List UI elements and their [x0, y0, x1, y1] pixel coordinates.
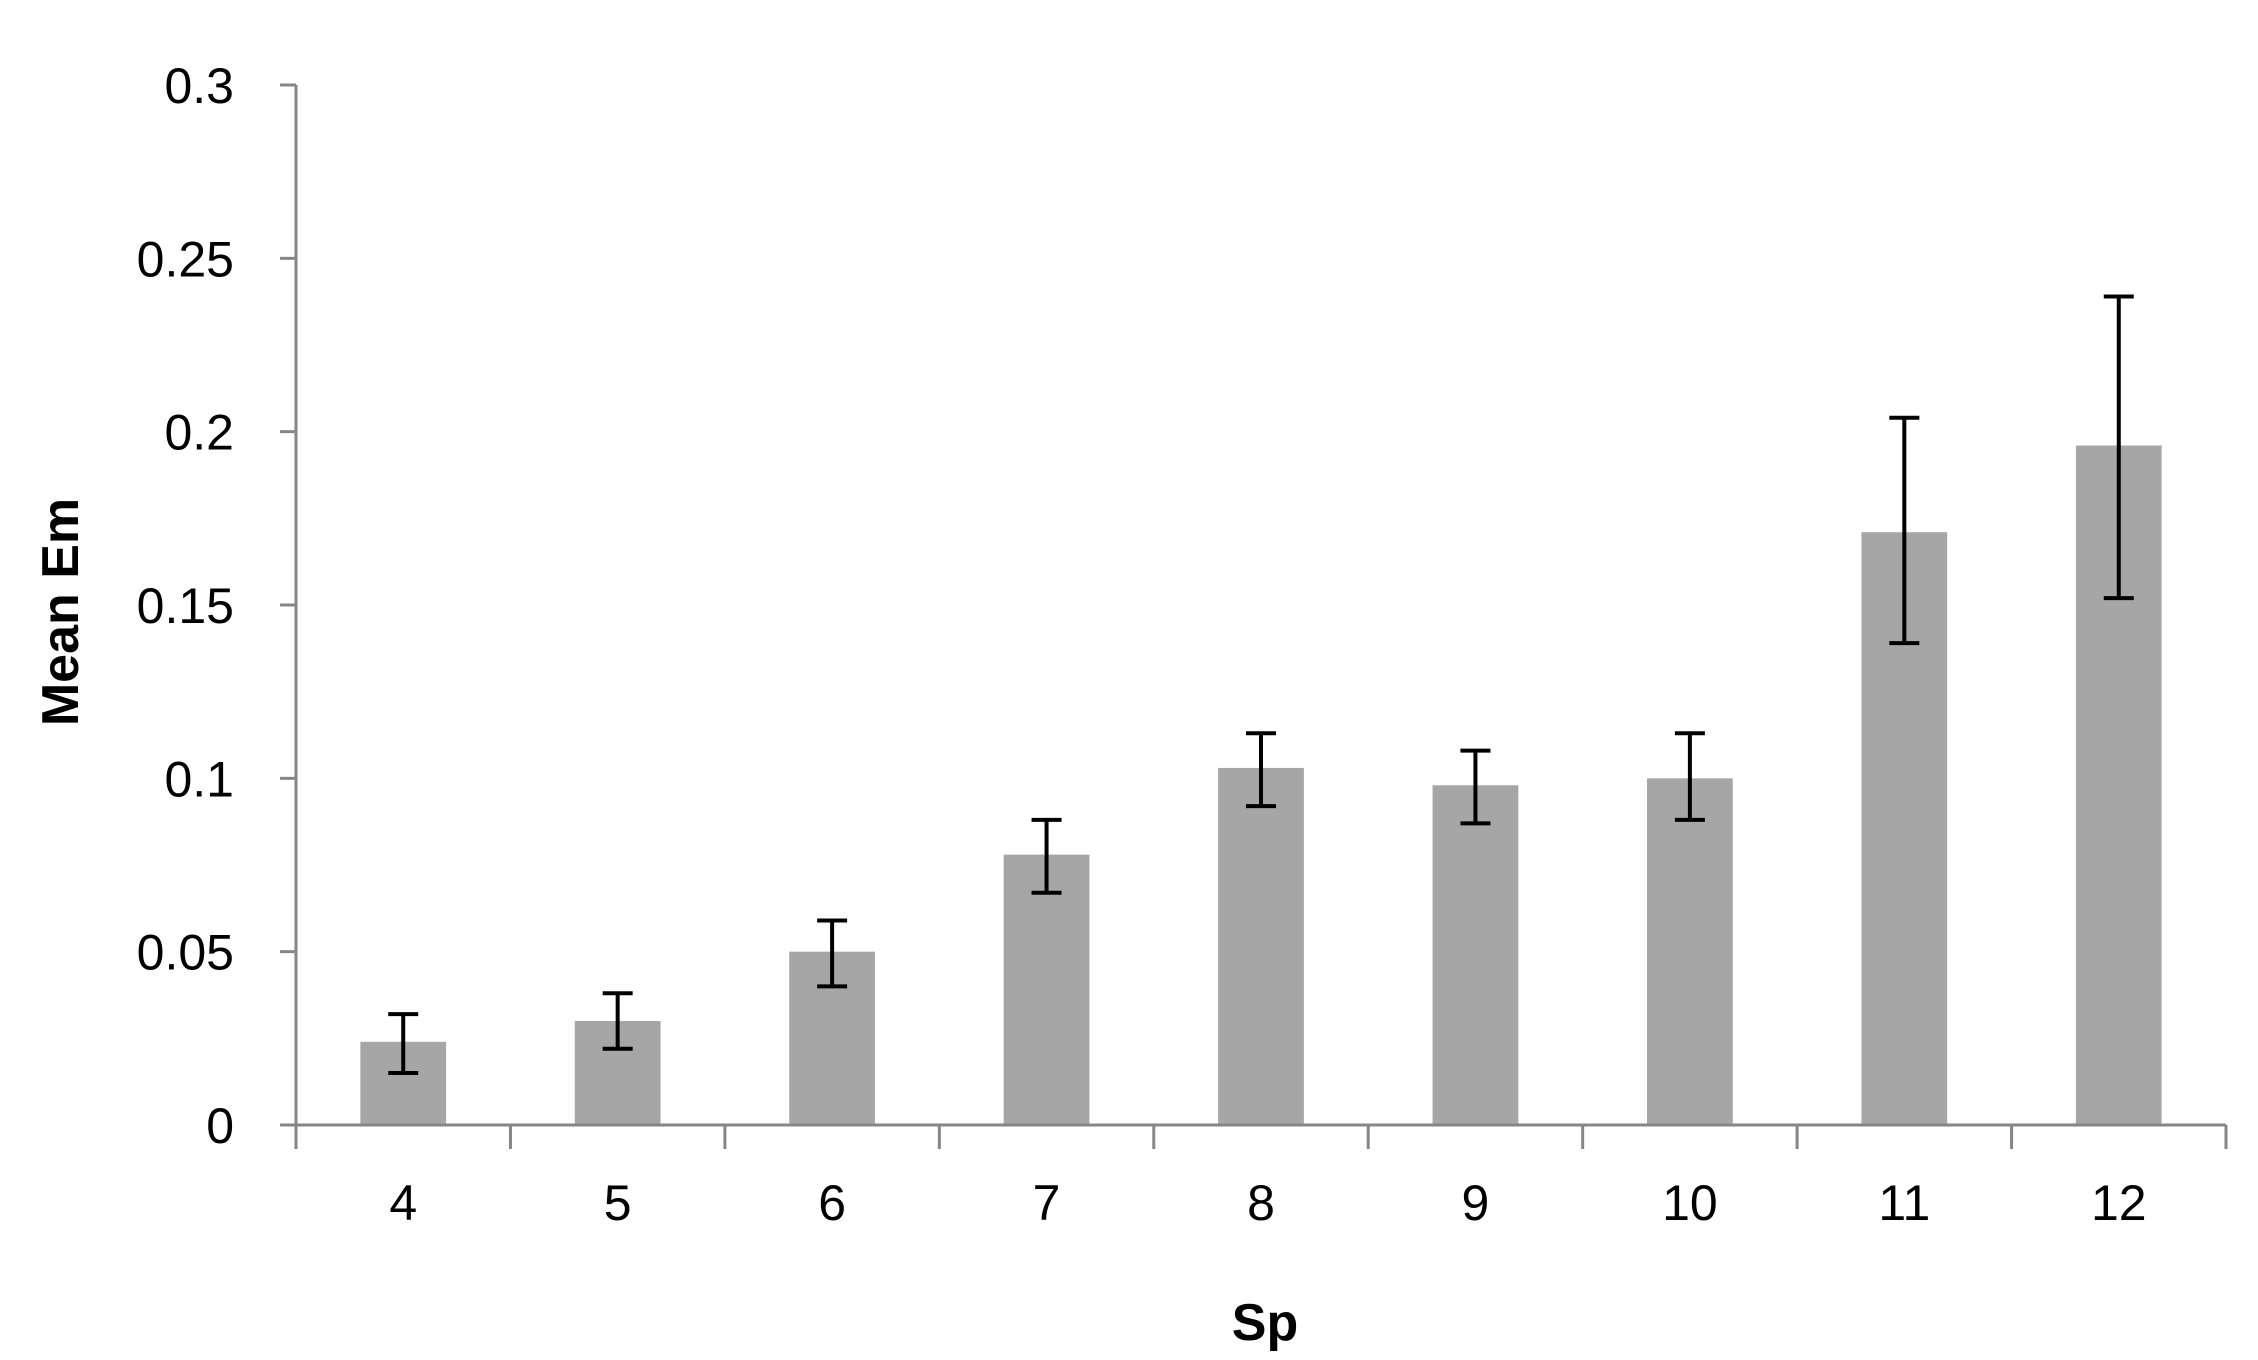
- y-tick-label: 0: [206, 1098, 234, 1154]
- y-tick-label: 0.3: [164, 58, 234, 114]
- error-bar: [817, 918, 848, 989]
- y-tick-label: 0.25: [137, 231, 234, 287]
- axes-layer: [280, 83, 2228, 1149]
- x-tick-label: 10: [1662, 1175, 1718, 1231]
- y-tick-label: 0.05: [137, 925, 234, 981]
- x-tick-label: 6: [818, 1175, 846, 1231]
- bar: [1003, 854, 1090, 1125]
- bar: [1218, 767, 1304, 1125]
- x-tick-label: 4: [389, 1175, 417, 1231]
- y-tick-label: 0.1: [164, 751, 234, 807]
- error-bar: [388, 1012, 419, 1075]
- error-bar: [602, 991, 633, 1051]
- bar: [1432, 785, 1519, 1125]
- error-bar: [1031, 817, 1062, 895]
- error-bar: [1460, 748, 1491, 826]
- x-tick-label: 11: [1878, 1175, 1930, 1231]
- y-axis-title: Mean Em: [32, 498, 90, 726]
- bars-layer: [360, 445, 2162, 1125]
- y-tick-label: 0.2: [164, 405, 234, 461]
- bar: [1647, 778, 1733, 1125]
- x-tick-label: 5: [604, 1175, 632, 1231]
- error-bar: [1889, 415, 1920, 646]
- error-bar: [2103, 294, 2134, 601]
- x-tick-label: 12: [2091, 1175, 2147, 1231]
- x-tick-label: 7: [1033, 1175, 1061, 1231]
- x-axis-title: Sp: [1232, 1294, 1298, 1352]
- error-bars-layer: [388, 294, 2134, 1075]
- x-tick-label: 8: [1247, 1175, 1275, 1231]
- error-bar: [1674, 731, 1705, 822]
- error-bar: [1246, 731, 1276, 809]
- tick-labels-layer: 4 5 6 7 8 9 10 11 12 0 0.05 0.1 0.15 0.2 0.25 0.3: [137, 58, 2147, 1231]
- x-tick-label: 9: [1462, 1175, 1490, 1231]
- y-tick-label: 0.15: [137, 578, 234, 634]
